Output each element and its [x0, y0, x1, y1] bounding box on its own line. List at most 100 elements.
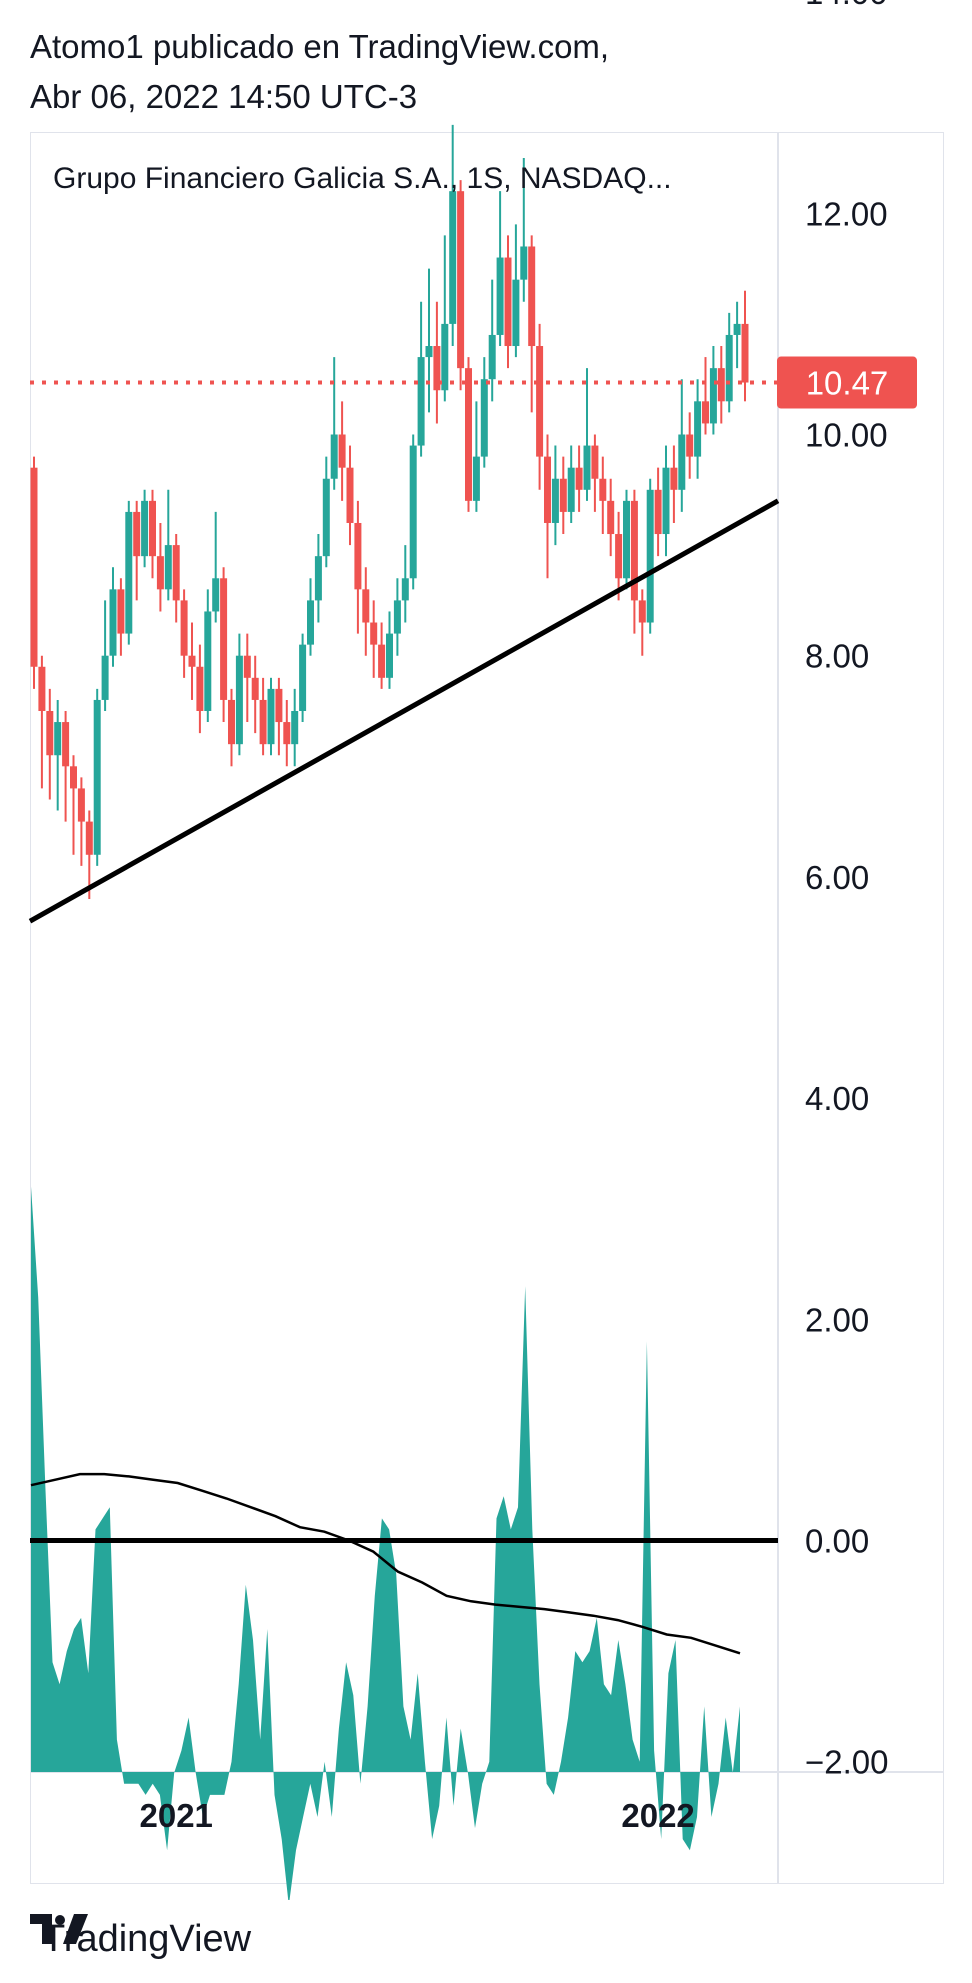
- candle-body: [204, 611, 212, 711]
- candle-body: [709, 368, 717, 424]
- candle-body: [109, 589, 117, 656]
- candle-body: [457, 191, 465, 369]
- candle-body: [741, 323, 749, 383]
- candle-body: [725, 334, 733, 402]
- candle-body: [220, 578, 228, 700]
- candle-body: [275, 688, 283, 723]
- candle-body: [465, 368, 472, 501]
- candle-body: [599, 478, 607, 501]
- candle-body: [425, 346, 433, 358]
- trendline: [28, 498, 780, 924]
- candle-body: [338, 434, 346, 468]
- price-chart[interactable]: 24.0022.0020.0018.0016.0014.0012.0010.00…: [0, 0, 972, 1900]
- candle-body: [228, 699, 235, 745]
- candle-body: [520, 246, 528, 280]
- candle-body: [212, 578, 220, 612]
- candle-body: [638, 600, 646, 623]
- candle-body: [362, 589, 370, 623]
- candle-body: [307, 600, 314, 645]
- candle-body: [401, 578, 409, 601]
- candle-body: [291, 711, 299, 745]
- candle-body: [575, 467, 583, 490]
- last-price-badge: [777, 356, 917, 409]
- candle-body: [654, 489, 662, 535]
- footer: TradingView: [30, 1914, 251, 1964]
- candle-body: [354, 522, 362, 590]
- candle-body: [449, 191, 457, 324]
- candle-body: [299, 644, 307, 711]
- candle-body: [70, 766, 77, 789]
- candle-body: [62, 722, 70, 767]
- publisher-line: Atomo1 publicado en TradingView.com,: [30, 28, 610, 65]
- candle-body: [623, 500, 630, 579]
- candle-body: [346, 467, 354, 523]
- candle-body: [386, 633, 393, 678]
- candle-body: [283, 722, 291, 745]
- candle-body: [417, 357, 425, 446]
- candle-body: [441, 323, 449, 391]
- candle-body: [77, 788, 85, 822]
- candle-body: [196, 666, 204, 711]
- candle-body: [544, 456, 551, 523]
- candle-body: [567, 467, 575, 512]
- candle-body: [512, 279, 520, 347]
- candle-body: [314, 556, 322, 601]
- candle-body: [188, 655, 196, 667]
- chart-frame[interactable]: [30, 132, 944, 1884]
- candle-body: [378, 644, 386, 678]
- candle-body: [551, 478, 559, 523]
- candle-body: [133, 511, 141, 557]
- candle-body: [141, 500, 149, 557]
- candle-body: [607, 500, 615, 535]
- y-tick-label: 12.00: [805, 195, 888, 232]
- candle-body: [370, 622, 378, 645]
- oscillator-area: [31, 1186, 740, 1900]
- y-tick-label: 4.00: [805, 1080, 869, 1117]
- candle-body: [559, 478, 567, 512]
- candle-body: [662, 467, 670, 535]
- candle-body: [433, 346, 441, 391]
- candle-body: [733, 323, 741, 335]
- y-tick-label: 0.00: [805, 1523, 869, 1560]
- candle-body: [591, 445, 599, 479]
- y-tick-label: 8.00: [805, 638, 869, 675]
- y-tick-label: 2.00: [805, 1301, 869, 1338]
- chart-title: Grupo Financiero Galicia S.A., 1S, NASDA…: [53, 162, 672, 195]
- candle-body: [156, 556, 164, 590]
- candle-body: [85, 821, 93, 855]
- candle-body: [717, 368, 725, 402]
- tradingview-logo-icon: [30, 1914, 88, 1944]
- candle-body: [235, 655, 243, 745]
- y-tick-label: 10.00: [805, 417, 888, 454]
- candle-body: [117, 589, 125, 634]
- candle-body: [243, 655, 251, 678]
- candle-body: [38, 666, 46, 711]
- candle-body: [678, 434, 686, 490]
- candle-body: [504, 257, 512, 347]
- candle-body: [472, 456, 480, 501]
- candle-body: [528, 246, 536, 347]
- candle-body: [30, 467, 38, 667]
- candle-body: [583, 445, 591, 490]
- candle-body: [393, 600, 401, 634]
- candle-body: [670, 467, 678, 490]
- x-tick-label: 2022: [621, 1797, 694, 1834]
- publish-date: Abr 06, 2022 14:50 UTC-3: [30, 78, 418, 115]
- candle-body: [488, 334, 496, 380]
- y-tick-label: −2.00: [805, 1744, 889, 1781]
- candle-body: [322, 478, 330, 557]
- candle-body: [101, 655, 109, 700]
- y-tick-label: 6.00: [805, 859, 869, 896]
- candle-body: [46, 711, 54, 756]
- candle-body: [496, 257, 504, 335]
- candle-body: [164, 545, 172, 590]
- candle-body: [172, 545, 180, 601]
- candle-body: [259, 699, 267, 745]
- candle-body: [630, 500, 638, 601]
- y-tick-label: 14.00: [805, 0, 888, 11]
- candle-body: [536, 346, 544, 457]
- candle-body: [646, 489, 654, 623]
- candle-body: [93, 699, 101, 855]
- candle-body: [330, 434, 338, 479]
- publish-header: Atomo1 publicado en TradingView.com, Abr…: [30, 22, 609, 122]
